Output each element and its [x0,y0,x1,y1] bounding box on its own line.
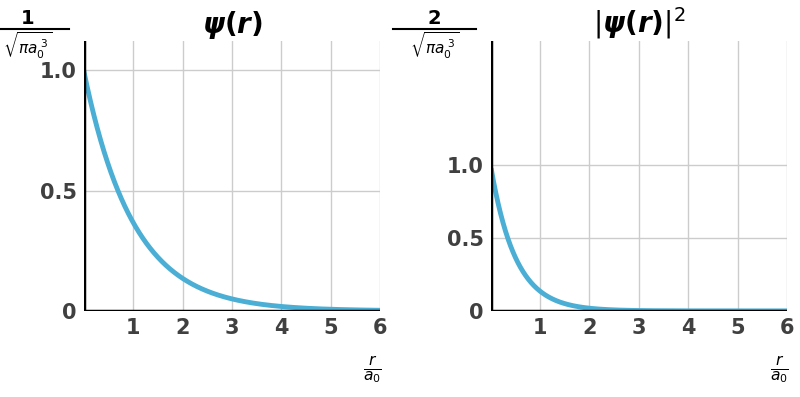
Title: $\boldsymbol{\psi(r)}$: $\boldsymbol{\psi(r)}$ [202,9,262,41]
Text: 1: 1 [21,9,34,28]
Text: $\frac{r}{a_0}$: $\frac{r}{a_0}$ [770,354,790,385]
Text: 2: 2 [427,9,441,28]
Text: $\sqrt{\pi a_0^{\ 3}}$: $\sqrt{\pi a_0^{\ 3}}$ [2,31,52,61]
Text: $\frac{r}{a_0}$: $\frac{r}{a_0}$ [363,354,382,385]
Text: $\sqrt{\pi a_0^{\ 3}}$: $\sqrt{\pi a_0^{\ 3}}$ [410,31,459,61]
Title: $|\boldsymbol{\psi(r)}|^2$: $|\boldsymbol{\psi(r)}|^2$ [593,6,685,41]
